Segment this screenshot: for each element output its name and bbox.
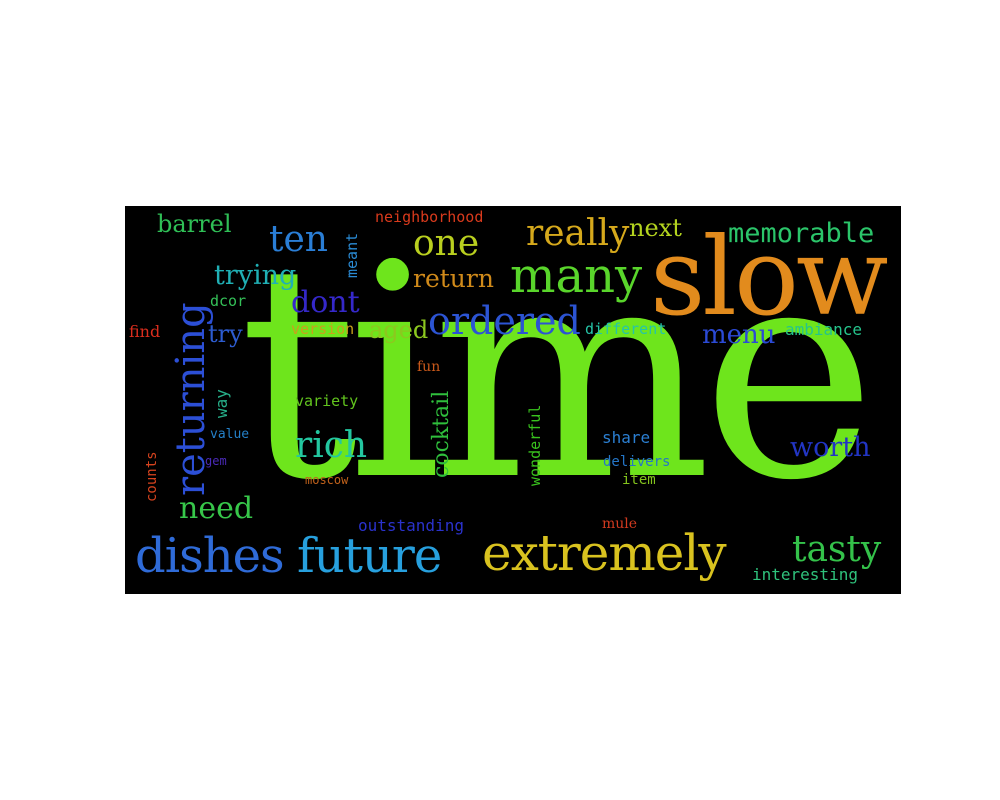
word-worth: worth	[790, 432, 871, 463]
word-many: many	[510, 248, 643, 304]
word-ambiance: ambiance	[785, 320, 863, 339]
word-one: one	[413, 223, 480, 264]
word-extremely: extremely	[482, 524, 727, 582]
word-value: value	[210, 427, 250, 442]
word-next: next	[629, 214, 682, 242]
word-memorable: memorable	[728, 218, 875, 249]
word-menu: menu	[702, 320, 776, 350]
word-slow: slow	[650, 215, 888, 340]
word-gem: gem	[205, 454, 227, 468]
word-item: item	[622, 472, 656, 488]
word-fun: fun	[417, 359, 441, 375]
word-need: need	[179, 491, 254, 526]
word-neighborhood: neighborhood	[375, 208, 484, 226]
word-try: try	[208, 320, 243, 348]
word-dishes: dishes	[135, 528, 285, 584]
word-aged: aged	[369, 316, 429, 344]
word-different: different	[585, 320, 667, 338]
word-mule: mule	[602, 516, 638, 532]
word-way: way	[212, 389, 231, 418]
word-cocktail: cocktail	[429, 390, 454, 478]
word-barrel: barrel	[157, 210, 232, 238]
word-trying: trying	[214, 260, 297, 291]
word-really: really	[526, 213, 630, 254]
word-counts: counts	[144, 451, 160, 502]
word-interesting: interesting	[752, 565, 858, 584]
word-dont: dont	[291, 285, 360, 320]
word-moscow: moscow	[305, 473, 349, 487]
word-share: share	[602, 428, 651, 447]
word-rich: rich	[295, 425, 368, 466]
word-ordered: ordered	[428, 299, 581, 343]
word-variety: variety	[295, 392, 359, 410]
word-dcor: dcor	[210, 292, 247, 310]
word-wonderful: wonderful	[526, 404, 544, 486]
word-cloud: time slow many extremely dishes future r…	[125, 206, 901, 594]
word-find: find	[129, 322, 161, 341]
word-version: version	[291, 320, 355, 338]
word-return: return	[413, 264, 494, 293]
word-tasty: tasty	[792, 529, 882, 570]
word-time: time	[239, 206, 876, 545]
word-outstanding: outstanding	[358, 516, 464, 535]
word-meant: meant	[343, 232, 361, 278]
word-delivers: delivers	[603, 454, 671, 470]
word-future: future	[297, 528, 442, 584]
word-ten: ten	[269, 219, 328, 260]
